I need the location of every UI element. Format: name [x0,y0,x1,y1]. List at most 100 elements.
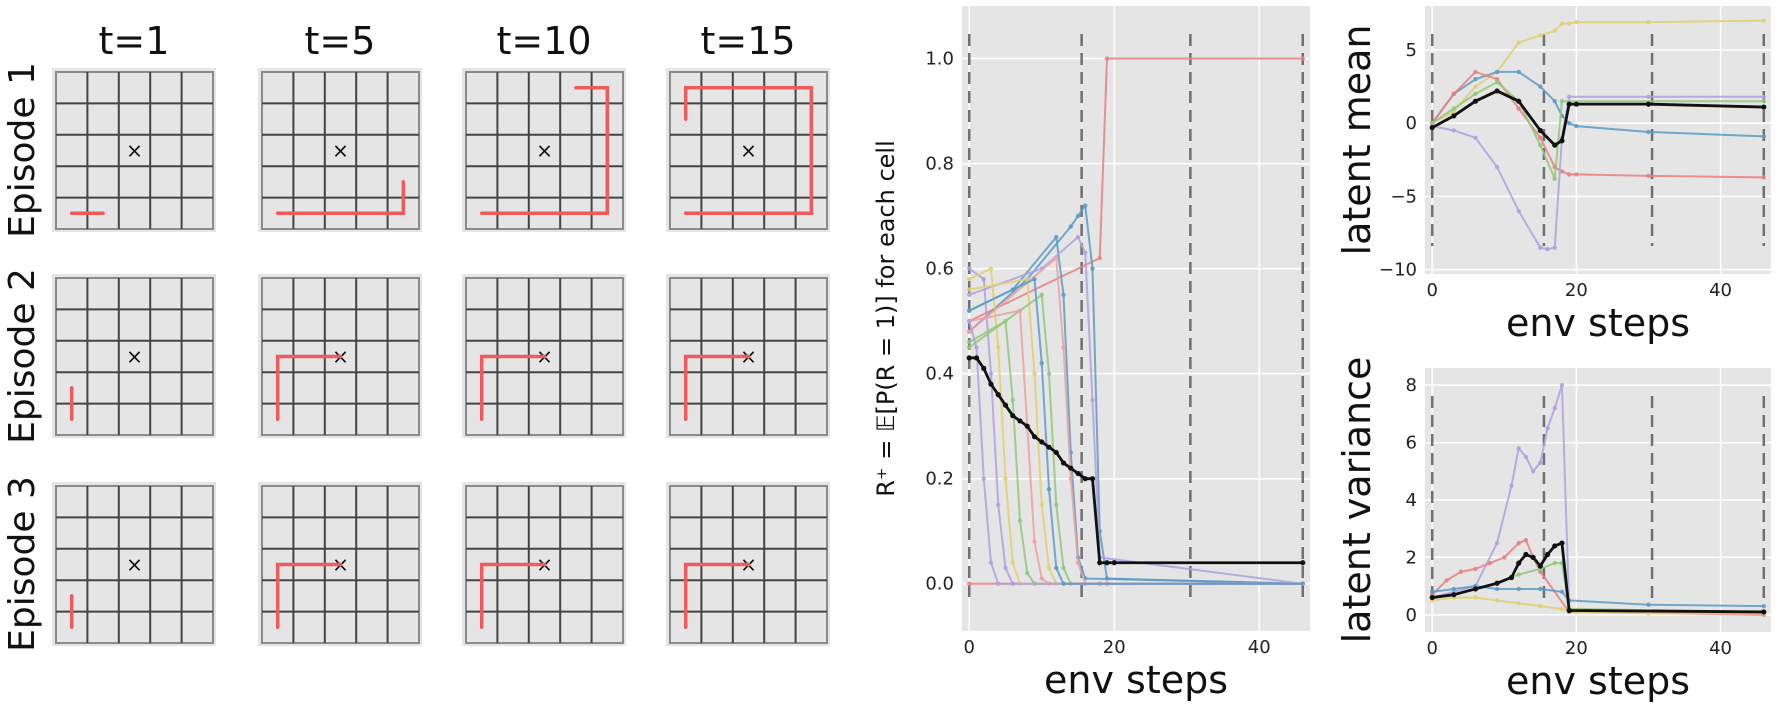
y-axis-label: latent variance [1335,357,1379,644]
data-point [1516,69,1521,75]
data-point [1032,539,1037,544]
data-point [1090,266,1095,271]
data-point [1025,276,1030,282]
y-axis-label: R⁺ = 𝔼[P(R = 1)] for each cell [872,140,900,497]
data-point [1017,418,1023,424]
data-point [1031,434,1038,440]
data-point [988,266,994,271]
data-point [1545,246,1550,252]
x-tick-label: 0 [1426,638,1437,659]
grid-border [465,71,624,230]
data-point [1097,560,1103,566]
data-point [1761,94,1766,99]
data-point [1523,551,1529,558]
data-point [1494,164,1500,170]
x-tick-label: 40 [1709,638,1732,659]
agent-path [479,85,610,216]
data-point [1053,449,1059,456]
x-tick-label: 40 [1248,637,1271,658]
data-point [1538,245,1543,250]
data-point [1075,213,1081,219]
grid-world: × [462,274,626,438]
data-point [1054,502,1059,508]
data-point [1552,28,1557,34]
y-tick-label: 6 [1406,433,1417,454]
data-point [1089,476,1096,482]
grid-border [669,71,828,230]
time-label: t=15 [700,19,795,63]
y-tick-label: 4 [1406,490,1417,511]
data-point [1538,33,1543,38]
grid-background [666,68,830,232]
latent-mean-chart: 0 20 40 −10 −5 0 5 env steps latent mean [1335,6,1771,345]
series [1429,88,1767,148]
data-point [967,329,972,334]
data-point [1573,101,1579,107]
reward-chart: 0 20 40 0.0 0.2 0.4 0.6 0.8 1.0 env steps R⁺ = 𝔼[P… [872,6,1310,702]
grid-border [55,485,214,644]
data-point [1559,383,1565,388]
grid-world: × [52,482,216,646]
data-point [1559,540,1565,546]
data-point [1516,601,1521,606]
series-line [969,356,1303,565]
grid-border [669,485,828,644]
data-point [1104,56,1110,61]
data-point [1494,586,1500,592]
data-point [1444,578,1449,583]
data-point [1046,444,1052,450]
data-point [1494,79,1500,85]
data-point [1516,106,1521,111]
agent-path [479,354,547,422]
grid-world: × [258,68,422,232]
data-point [1017,308,1023,313]
data-point [1646,94,1651,99]
data-point [1090,397,1095,403]
data-point [988,381,994,387]
data-point [988,560,994,565]
data-point [1566,172,1572,177]
series-line [1432,585,1764,608]
x-tick-label: 20 [1103,637,1126,658]
data-point [1574,123,1579,129]
grid-world: × [462,68,626,232]
data-point [1032,371,1037,376]
data-point [1300,560,1306,566]
grid-world: × [666,274,830,438]
data-point [1300,581,1305,586]
grid-border [669,277,828,436]
grid-world: × [52,68,216,232]
data-point [1046,486,1052,492]
data-point [1552,176,1557,182]
grid-border [261,277,420,436]
data-point [1068,224,1073,229]
data-point [1430,589,1435,595]
data-point [1458,569,1464,574]
agent-path [275,562,343,630]
data-point [1472,98,1479,104]
grid-border [55,277,214,436]
data-point [1473,566,1478,572]
x-axis-label: env steps [1506,659,1690,703]
y-tick-label: 0 [1406,113,1417,134]
data-point [1494,598,1500,603]
data-point [1552,245,1557,250]
data-point [1487,560,1493,566]
grid-border [465,485,624,644]
data-point [1566,101,1572,107]
data-point [974,345,979,350]
data-point [1429,594,1435,601]
data-point [1451,586,1457,592]
grid-background [52,68,216,232]
data-point [1473,84,1478,89]
data-point [1508,574,1515,581]
data-point [1054,565,1059,571]
agent-path [683,85,814,216]
data-point [1075,560,1081,565]
series-line [1431,539,1764,616]
x-tick-label: 20 [1565,638,1588,659]
x-tick-label: 40 [1709,280,1732,301]
data-point [1523,454,1529,460]
data-point [1473,91,1478,97]
series-line [1431,384,1764,613]
